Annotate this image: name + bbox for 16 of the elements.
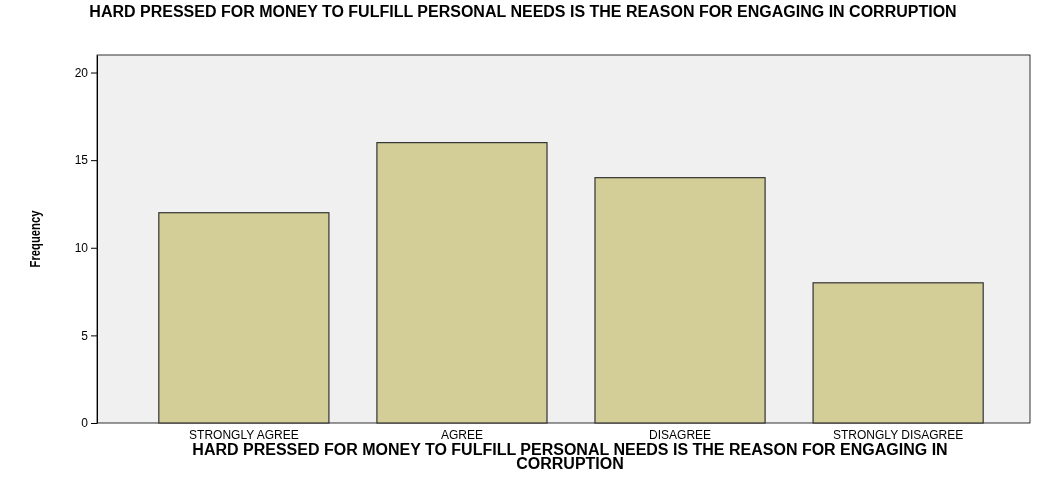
y-tick-label: 15 bbox=[74, 153, 89, 168]
bar bbox=[158, 212, 330, 424]
x-tick-label: STRONGLY DISAGREE bbox=[833, 428, 964, 443]
bar bbox=[376, 142, 548, 424]
x-tick-label: STRONGLY AGREE bbox=[189, 428, 299, 443]
x-tick-label: DISAGREE bbox=[649, 428, 712, 443]
x-tick-label: AGREE bbox=[440, 428, 483, 443]
x-axis-title: HARD PRESSED FOR MONEY TO FULFILL PERSONAL NEEDS IS THE REASON FOR ENGAGING IN CORRUPTION bbox=[192, 441, 948, 472]
bar bbox=[812, 282, 984, 424]
y-tick-label: 10 bbox=[74, 241, 89, 256]
y-axis-title: Frequency bbox=[26, 210, 44, 268]
bar bbox=[594, 177, 766, 424]
y-tick-label: 20 bbox=[74, 65, 89, 80]
y-tick-label: 5 bbox=[81, 328, 89, 343]
y-tick-label: 0 bbox=[81, 416, 89, 431]
chart-title: HARD PRESSED FOR MONEY TO FULFILL PERSONAL NEEDS IS THE REASON FOR ENGAGING IN CORRUPTION bbox=[89, 3, 957, 20]
